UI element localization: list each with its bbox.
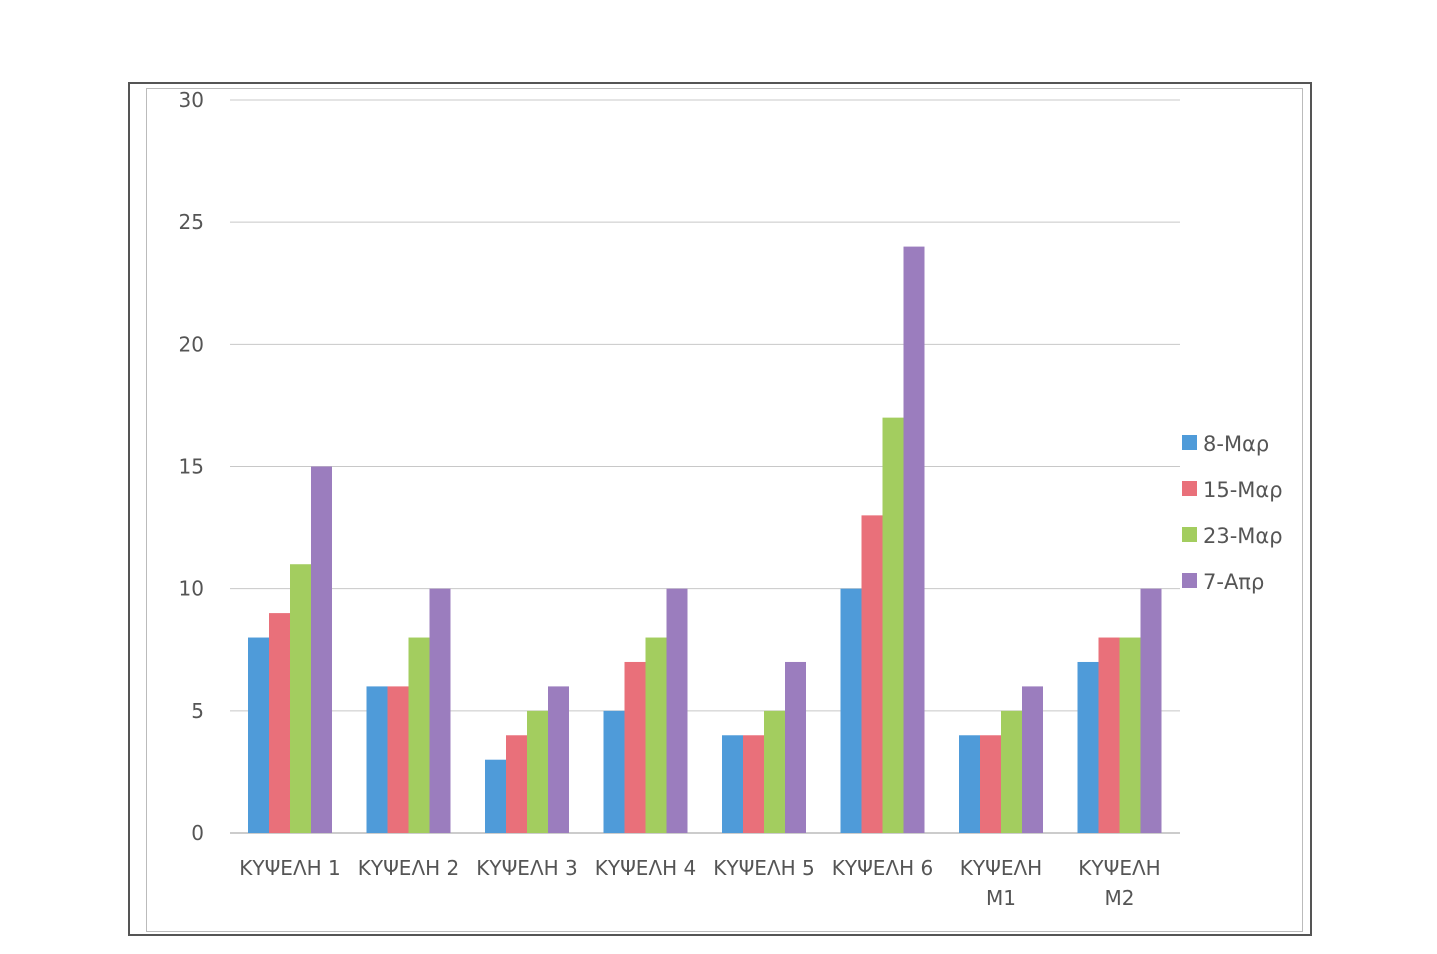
bar-8-Μαρ-ΚΥΨΕΛΗ 6 bbox=[840, 588, 862, 833]
x-axis-labels: ΚΥΨΕΛΗ 1 ΚΥΨΕΛΗ 2 ΚΥΨΕΛΗ 3 ΚΥΨΕΛΗ 4 ΚΥΨΕΛΗ 5… bbox=[239, 856, 1160, 910]
bar-15-Μαρ-ΚΥΨΕΛΗ 3 bbox=[506, 735, 527, 833]
bar-7-Απρ-ΚΥΨΕΛΗ Μ2 bbox=[1140, 588, 1162, 833]
legend-label: 8-Μαρ bbox=[1203, 432, 1269, 456]
legend-swatch bbox=[1182, 481, 1197, 496]
bar-23-Μαρ-ΚΥΨΕΛΗ 2 bbox=[408, 637, 430, 833]
x-tick-label: ΚΥΨΕΛΗ 2 bbox=[358, 856, 460, 880]
bar-7-Απρ-ΚΥΨΕΛΗ 3 bbox=[548, 686, 569, 833]
x-tick-label: Μ2 bbox=[1105, 886, 1135, 910]
y-axis: 0 5 10 15 20 25 30 bbox=[179, 88, 204, 845]
y-tick-label: 25 bbox=[179, 210, 204, 234]
y-tick-label: 5 bbox=[191, 699, 204, 723]
chart-area bbox=[146, 88, 1303, 932]
bar-23-Μαρ-ΚΥΨΕΛΗ Μ2 bbox=[1119, 637, 1141, 833]
bar-8-Μαρ-ΚΥΨΕΛΗ 1 bbox=[248, 637, 269, 833]
y-tick-label: 10 bbox=[179, 577, 204, 601]
bar-8-Μαρ-ΚΥΨΕΛΗ Μ1 bbox=[959, 735, 980, 833]
bar-8-Μαρ-ΚΥΨΕΛΗ 3 bbox=[485, 759, 506, 833]
bar-15-Μαρ-ΚΥΨΕΛΗ 2 bbox=[387, 686, 409, 833]
bar-7-Απρ-ΚΥΨΕΛΗ 1 bbox=[311, 466, 332, 833]
y-tick-label: 30 bbox=[179, 88, 204, 112]
legend: 8-Μαρ 15-Μαρ 23-Μαρ 7-Απρ bbox=[1182, 432, 1283, 594]
x-tick-label: Μ1 bbox=[986, 886, 1016, 910]
bar-23-Μαρ-ΚΥΨΕΛΗ 6 bbox=[882, 417, 904, 833]
y-tick-label: 20 bbox=[179, 332, 204, 356]
bar-8-Μαρ-ΚΥΨΕΛΗ 5 bbox=[722, 735, 743, 833]
x-tick-label: ΚΥΨΕΛΗ bbox=[1078, 856, 1160, 880]
legend-swatch bbox=[1182, 435, 1197, 450]
bar-7-Απρ-ΚΥΨΕΛΗ 6 bbox=[903, 246, 925, 834]
x-tick-label: ΚΥΨΕΛΗ 4 bbox=[595, 856, 697, 880]
legend-label: 15-Μαρ bbox=[1203, 478, 1283, 502]
x-tick-label: ΚΥΨΕΛΗ 3 bbox=[476, 856, 578, 880]
legend-swatch bbox=[1182, 573, 1197, 588]
bar-23-Μαρ-ΚΥΨΕΛΗ 3 bbox=[527, 710, 548, 833]
bar-7-Απρ-ΚΥΨΕΛΗ Μ1 bbox=[1022, 686, 1043, 833]
x-tick-label: ΚΥΨΕΛΗ 1 bbox=[239, 856, 341, 880]
y-tick-label: 15 bbox=[179, 455, 204, 479]
bar-7-Απρ-ΚΥΨΕΛΗ 4 bbox=[666, 588, 688, 833]
x-tick-label: ΚΥΨΕΛΗ 5 bbox=[713, 856, 815, 880]
bar-23-Μαρ-ΚΥΨΕΛΗ Μ1 bbox=[1001, 710, 1022, 833]
bar-23-Μαρ-ΚΥΨΕΛΗ 5 bbox=[764, 710, 785, 833]
bar-23-Μαρ-ΚΥΨΕΛΗ 1 bbox=[290, 564, 311, 833]
bar-15-Μαρ-ΚΥΨΕΛΗ Μ1 bbox=[980, 735, 1001, 833]
legend-label: 23-Μαρ bbox=[1203, 524, 1283, 548]
bar-8-Μαρ-ΚΥΨΕΛΗ 2 bbox=[366, 686, 388, 833]
bar-7-Απρ-ΚΥΨΕΛΗ 2 bbox=[429, 588, 451, 833]
bar-15-Μαρ-ΚΥΨΕΛΗ 1 bbox=[269, 613, 290, 833]
x-tick-label: ΚΥΨΕΛΗ 6 bbox=[832, 856, 934, 880]
x-tick-label: ΚΥΨΕΛΗ bbox=[960, 856, 1042, 880]
bar-7-Απρ-ΚΥΨΕΛΗ 5 bbox=[785, 661, 806, 833]
bar-15-Μαρ-ΚΥΨΕΛΗ Μ2 bbox=[1098, 637, 1120, 833]
legend-swatch bbox=[1182, 527, 1197, 542]
bar-8-Μαρ-ΚΥΨΕΛΗ Μ2 bbox=[1077, 661, 1099, 833]
bar-23-Μαρ-ΚΥΨΕΛΗ 4 bbox=[645, 637, 667, 833]
legend-label: 7-Απρ bbox=[1203, 570, 1264, 594]
bar-15-Μαρ-ΚΥΨΕΛΗ 4 bbox=[624, 661, 646, 833]
bar-8-Μαρ-ΚΥΨΕΛΗ 4 bbox=[603, 710, 625, 833]
y-tick-label: 0 bbox=[191, 821, 204, 845]
bars bbox=[248, 246, 1162, 834]
bar-15-Μαρ-ΚΥΨΕΛΗ 5 bbox=[743, 735, 764, 833]
bar-15-Μαρ-ΚΥΨΕΛΗ 6 bbox=[861, 515, 883, 833]
